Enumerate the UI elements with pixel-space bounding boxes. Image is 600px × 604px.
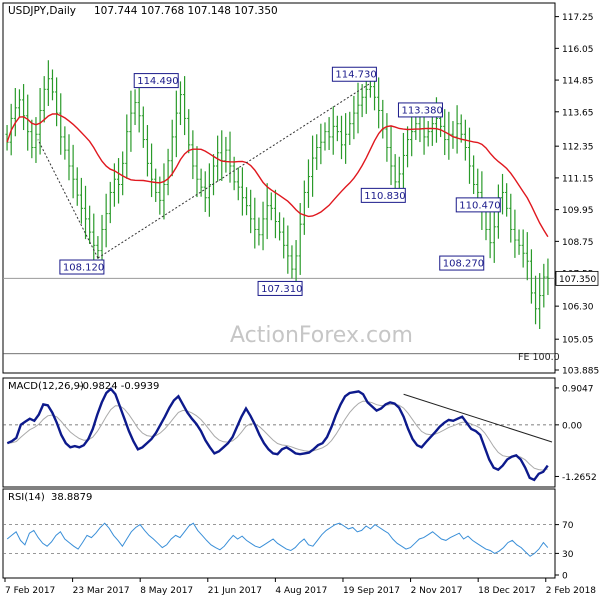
- x-axis-label: 23 Mar 2017: [73, 586, 130, 596]
- macd-axis-label: 0.9047: [562, 384, 594, 394]
- price-axis-label: 103.885: [562, 367, 599, 377]
- x-axis-label: 4 Aug 2017: [275, 586, 327, 596]
- price-annotation-box: [59, 259, 105, 275]
- price-axis-label: 113.65: [562, 108, 594, 118]
- price-axis-label: 105.05: [562, 336, 594, 346]
- price-annotation-box: [397, 102, 443, 118]
- price-annotation: 114.730: [335, 70, 376, 81]
- price-axis-label: 117.25: [562, 13, 594, 23]
- x-axis-label: 7 Feb 2017: [5, 586, 55, 596]
- price-panel-title: USDJPY,Daily: [8, 5, 76, 17]
- x-axis-label: 19 Sep 2017: [343, 586, 400, 596]
- ohlc-values: 107.744 107.768 107.148 107.350: [94, 5, 278, 17]
- rsi-line: [6, 522, 549, 557]
- macd-axis-label: -1.2652: [562, 473, 597, 483]
- price-annotation-box: [360, 187, 406, 203]
- trendline: [97, 82, 371, 259]
- last-price-box: [555, 270, 599, 286]
- price-axis-label: 111.15: [562, 174, 594, 184]
- watermark: ActionForex.com: [230, 323, 413, 348]
- price-axis-label: 106.30: [562, 303, 594, 313]
- price-annotation-box: [331, 66, 377, 82]
- macd-signal-line: [7, 400, 548, 471]
- rsi-axis-label: 30: [562, 550, 574, 560]
- price-annotation: 113.380: [401, 105, 442, 116]
- macd-axis-label: 0.00: [562, 421, 582, 431]
- price-annotation: 107.310: [261, 284, 302, 295]
- price-annotation: 108.270: [443, 259, 484, 270]
- rsi-value: 38.8879: [51, 492, 92, 503]
- price-annotation: 110.470: [459, 200, 500, 211]
- x-axis-label: 21 Jun 2017: [208, 586, 262, 596]
- price-axis-label: 108.75: [562, 238, 594, 248]
- rsi-axis-label: 0: [562, 572, 568, 582]
- price-annotation-box: [133, 73, 179, 89]
- rsi-panel-frame: [2, 488, 556, 579]
- price-axis-label: 116.05: [562, 45, 594, 55]
- price-axis-label: 112.35: [562, 143, 594, 153]
- price-annotation: 108.120: [63, 263, 104, 274]
- price-panel-frame: [2, 2, 556, 374]
- x-axis-label: 8 May 2017: [140, 586, 193, 596]
- price-axis-label: 114.85: [562, 77, 594, 87]
- macd-panel-frame: [2, 377, 556, 488]
- fe-level-label: FE 100.0: [518, 352, 560, 363]
- macd-values: -0.9824 -0.9939: [79, 381, 159, 392]
- x-axis-label: 2 Feb 2018: [546, 586, 597, 596]
- rsi-title: RSI(14): [8, 492, 45, 503]
- x-axis-label: 18 Dec 2017: [478, 586, 536, 596]
- macd-title: MACD(12,26,9): [8, 381, 84, 392]
- x-axis-label: 2 Nov 2017: [411, 586, 463, 596]
- last-price-label: 107.350: [559, 275, 596, 285]
- macd-trendline: [403, 393, 553, 443]
- macd-line: [6, 387, 549, 482]
- price-annotation: 110.830: [364, 191, 405, 202]
- price-annotation-box: [439, 255, 485, 271]
- price-axis-label: 109.95: [562, 206, 594, 216]
- price-annotation-box: [455, 197, 501, 213]
- moving-average-line: [6, 113, 549, 238]
- price-annotation-box: [257, 280, 303, 296]
- price-annotation: 114.490: [137, 76, 178, 87]
- rsi-axis-label: 70: [562, 521, 574, 531]
